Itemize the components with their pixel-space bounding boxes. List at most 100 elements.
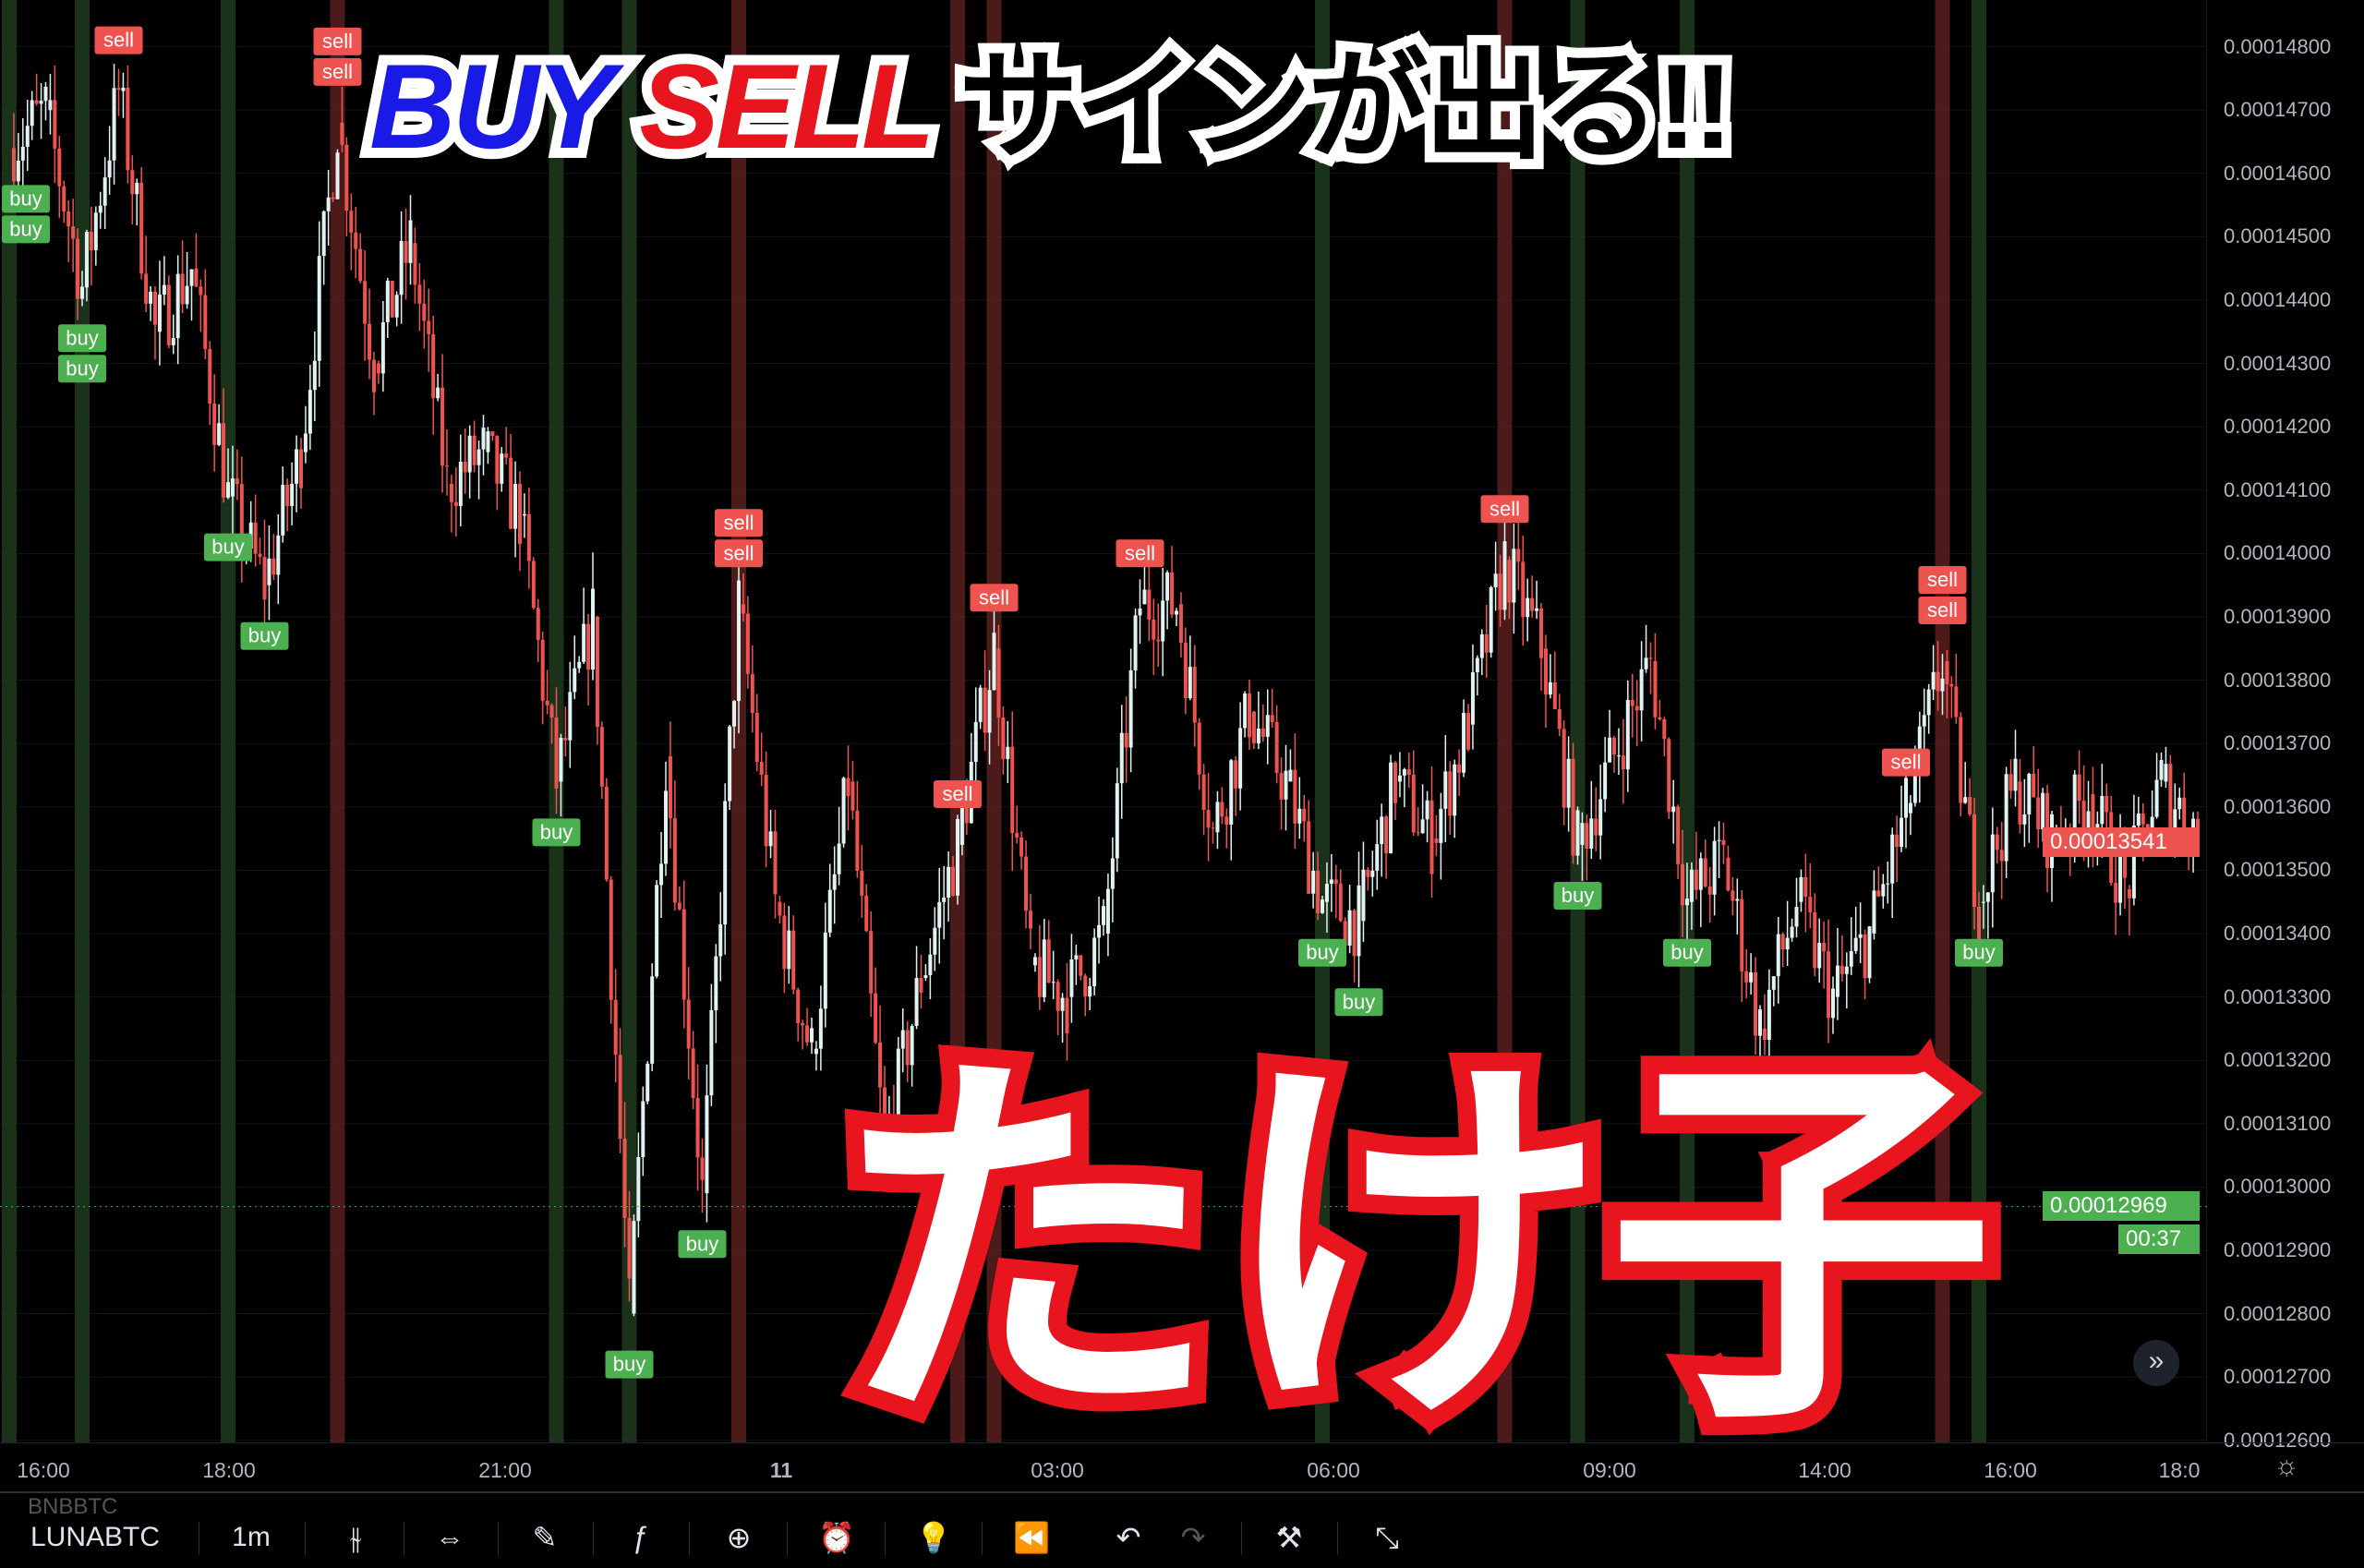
draw-icon[interactable]: ✎ [532,1521,558,1554]
candle-body [1357,885,1361,957]
candle-body [149,291,153,304]
candle-body [171,338,175,345]
interval-button[interactable]: 1m [232,1522,271,1552]
candle-body [1361,869,1366,922]
price-tick: 0.00012600 [2224,1428,2332,1452]
overlay-buy: BUY [359,29,623,184]
candle-body [992,633,996,691]
candle-body [1881,884,1886,897]
candle-body [1097,924,1102,938]
candle-body [1019,837,1024,857]
candle-body [732,701,737,727]
scroll-to-realtime-button[interactable]: » [2133,1340,2179,1386]
candle-body [1470,671,1475,725]
buy-signal-text: buy [1743,1067,1776,1091]
settings-gear-icon[interactable]: ☼ [2274,1451,2299,1481]
candle-body [978,687,983,722]
sell-signal: sell [1918,597,1967,625]
indicator-fx-icon[interactable]: ƒ [633,1521,649,1554]
divider [498,1522,499,1555]
candle-body [1234,760,1238,789]
symbol-button[interactable]: LUNABTC [30,1522,161,1552]
candle-body [335,152,340,199]
candle-body [973,721,978,762]
candle-body [299,449,303,488]
candle-body [368,323,372,360]
sell-signal-box [1918,566,1967,595]
undo-icon[interactable]: ↶ [1116,1521,1141,1554]
candle-body [1270,715,1274,722]
candle-body [1105,888,1110,934]
candle-body [1055,982,1060,1011]
candle-body [745,613,750,674]
candles-icon[interactable]: ⫳ [349,1521,362,1554]
sell-signal-text: sell [1927,598,1958,621]
candle-body [376,363,380,374]
alert-clock-icon[interactable]: ⏰ [818,1521,855,1554]
candle-body [1475,657,1479,672]
sell-signal-text: sell [942,782,972,805]
redo-icon[interactable]: ↷ [1180,1521,1206,1554]
candle-body [1260,728,1265,737]
buy-signal-text: buy [66,326,98,349]
candle-body [759,762,764,776]
candle-body [1931,671,1936,690]
buy-signal-box [204,533,252,561]
candle-body [349,211,354,233]
fullscreen-icon[interactable]: ⤡ [1375,1521,1399,1554]
tools-icon[interactable]: ⚒ [1275,1521,1303,1554]
candle-body [1585,823,1589,850]
candle-body [805,1025,810,1043]
candle-body [1215,802,1220,833]
candle-body [1384,816,1389,854]
candle-body [1817,943,1822,969]
candle-body [509,457,513,529]
candle-body [2077,774,2081,802]
candle-body [942,898,947,902]
candle-body [166,284,171,345]
candle-body [144,273,149,304]
candle-body [1092,937,1097,987]
candle-body [1484,633,1489,653]
buy-signal-box [532,818,581,847]
idea-bulb-icon[interactable]: 💡 [915,1521,952,1554]
candle-body [1088,986,1092,997]
candle-body [1985,892,1990,902]
price-tick: 0.00014100 [2224,477,2332,501]
sell-signal-box [313,57,362,86]
time-axis[interactable]: 16:00 18:00 21:00 11 03:00 06:00 09:00 1… [0,1442,2364,1493]
candle-body [1945,661,1949,684]
price-chart[interactable]: buy buy buy buy sell buy buy sell sell buy buy buy s… [0,0,2207,1442]
price-tick: 0.00014800 [2224,34,2332,58]
candle-body [664,790,668,864]
candle-body [458,461,463,506]
candle-body [390,281,394,318]
candle-body [2105,796,2109,813]
buy-signal-text: buy [1670,941,1703,964]
sell-signal: sell [715,539,763,568]
candle-body [964,807,969,824]
candle-body [394,295,399,318]
candle-body [1370,870,1375,877]
candle-body [1416,832,1420,834]
candle-body [1676,806,1681,864]
candle-body [208,348,212,404]
candle-body [900,1030,905,1049]
candle-body [1612,737,1616,755]
candle-body [43,86,48,102]
candle-body [1010,746,1015,834]
candle-body [700,1157,705,1180]
price-tick: 0.00014000 [2224,541,2332,565]
date-range-icon[interactable]: ⇔ [435,1521,464,1554]
add-icon[interactable]: ⊕ [726,1521,752,1554]
candle-body [1721,839,1726,846]
candle-body [1794,907,1799,927]
candle-body [796,989,801,1024]
candle-body [57,148,62,187]
buy-band [1315,0,1330,1442]
candle-body [1548,681,1552,695]
replay-icon[interactable]: ⏪ [1013,1521,1050,1554]
candle-body [1904,778,1908,818]
candle-body [691,1048,695,1098]
sell-signal-text: sell [1890,751,1921,774]
